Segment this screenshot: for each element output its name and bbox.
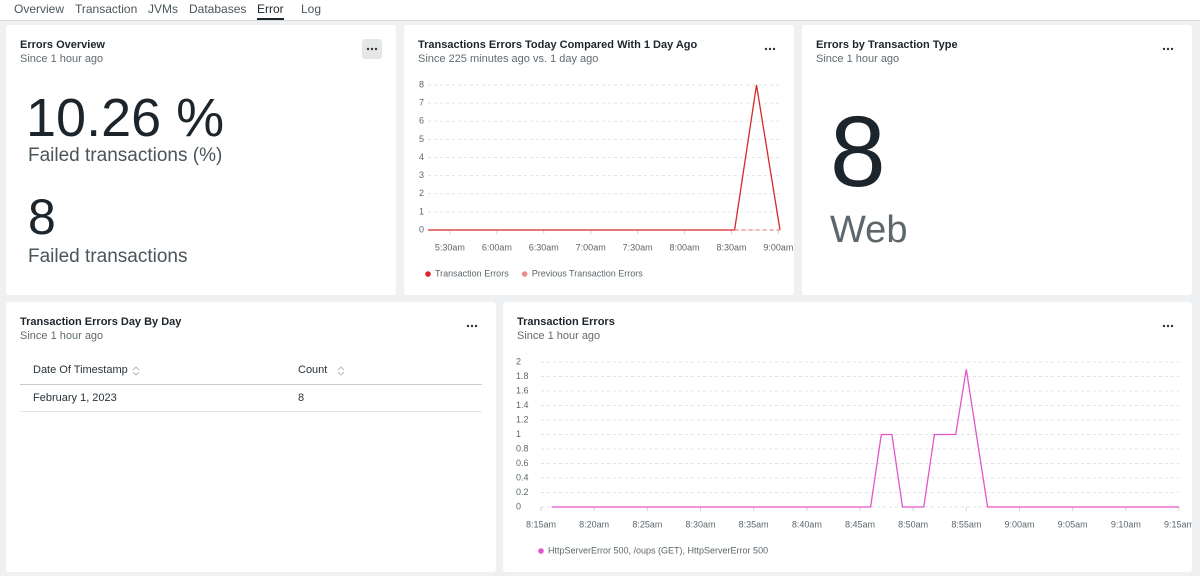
type-label: Web [830,209,908,251]
line-chart: 0 1 2 3 4 5 6 7 8 5:30am 6:00am 6:30am 7:00am 7:30am 8… [419,79,793,278]
day-table-panel: Transaction Errors Day By Day Since 1 ho… [6,302,496,572]
failed-rate: 10.26 % [26,88,225,148]
y-tick-label: 3 [419,170,424,180]
errors-overview-panel: Errors Overview Since 1 hour ago 10.26 %… [6,25,396,295]
y-tick-label: 1 [516,429,521,439]
x-tick-label: 9:05am [1058,519,1088,529]
x-tick-label: 5:30am [435,242,465,252]
type-count: 8 [830,96,886,208]
panel-title: Errors by Transaction Type [816,39,958,51]
x-tick-label: 8:15am [526,519,556,529]
transaction-errors-panel: Transaction Errors Since 1 hour ago 0 0.2… [503,302,1192,572]
menu-button[interactable] [362,39,382,59]
x-tick-label: 8:00am [670,242,700,252]
y-tick-label: 1.4 [516,400,529,410]
x-tick-label: 8:50am [898,519,928,529]
column-header[interactable]: Date Of Timestamp [33,364,128,376]
y-tick-label: 1 [419,206,424,216]
sort-icon[interactable] [337,365,345,377]
compare-panel: Transactions Errors Today Compared With … [404,25,794,295]
menu-button[interactable] [1158,316,1178,336]
failed-count-label: Failed transactions [28,246,188,267]
legend-label: Transaction Errors [435,268,509,278]
y-tick-label: 0.2 [516,487,529,497]
y-tick-label: 0.6 [516,458,529,468]
panel-subtitle: Since 1 hour ago [20,53,104,65]
x-tick-label: 9:15am [1164,519,1192,529]
y-tick-label: 0 [419,224,424,234]
legend-marker [521,271,528,277]
menu-button[interactable] [462,316,482,336]
panel-subtitle: Since 225 minutes ago vs. 1 day ago [418,53,599,65]
x-tick-label: 9:00am [763,242,793,252]
tab[interactable]: Databases [189,2,247,16]
y-tick-label: 0 [516,501,521,511]
panel-subtitle: Since 1 hour ago [816,53,900,65]
table-cell: 8 [298,392,305,404]
x-tick-label: 7:30am [623,242,653,252]
y-tick-label: 6 [419,116,424,126]
y-tick-label: 2 [516,356,521,366]
y-tick-label: 2 [419,188,424,198]
x-tick-label: 8:25am [632,519,662,529]
x-tick-label: 6:30am [529,242,559,252]
legend-label: HttpServerError 500, /oups (GET), HttpSe… [548,545,768,555]
y-tick-label: 0.4 [516,472,529,482]
tab[interactable]: Transaction [75,2,138,16]
legend-label: Previous Transaction Errors [532,268,644,278]
series-line [428,84,781,231]
y-tick-label: 4 [419,152,424,162]
line-chart: 0 0.2 0.4 0.6 0.8 1 1.2 1.4 1.6 1.8 2 8:15am 8:20am 8… [516,356,1192,555]
tab[interactable]: Overview [14,2,65,16]
failed-count: 8 [28,189,56,245]
tab[interactable]: Error [257,2,284,20]
x-tick-label: 8:20am [579,519,609,529]
table-cell: February 1, 2023 [33,392,117,404]
errors-by-type-panel: Errors by Transaction Type Since 1 hour … [802,25,1192,295]
x-tick-label: 9:00am [1004,519,1034,529]
x-tick-label: 8:45am [845,519,875,529]
menu-button[interactable] [1158,39,1178,59]
x-tick-label: 8:35am [739,519,769,529]
panel-subtitle: Since 1 hour ago [517,330,601,342]
panel-title: Transaction Errors Day By Day [20,316,182,328]
tab-bar: Overview Transaction JVMs Databases Error Log [0,0,1200,21]
sort-icon[interactable] [132,365,140,377]
y-tick-label: 1.2 [516,414,529,424]
x-tick-label: 8:30am [685,519,715,529]
y-tick-label: 8 [419,79,424,89]
tab[interactable]: Log [301,2,322,16]
menu-button[interactable] [760,39,780,59]
x-tick-label: 9:10am [1111,519,1141,529]
x-tick-label: 7:00am [576,242,606,252]
legend-marker [538,548,544,554]
y-tick-label: 0.8 [516,443,529,453]
x-tick-label: 8:30am [716,242,746,252]
table-row: February 1, 2023 8 [20,385,482,412]
y-tick-label: 7 [419,98,424,108]
legend-marker [425,271,431,277]
y-tick-label: 1.8 [516,371,529,381]
series-line [551,369,1179,508]
failed-rate-label: Failed transactions (%) [28,145,223,166]
column-header[interactable]: Count [298,364,328,376]
panel-title: Transaction Errors [517,316,615,328]
panel-subtitle: Since 1 hour ago [20,330,104,342]
panel-title: Transactions Errors Today Compared With … [418,39,698,51]
y-tick-label: 5 [419,134,424,144]
x-tick-label: 8:55am [951,519,981,529]
x-tick-label: 6:00am [482,242,512,252]
table-header: Date Of Timestamp Count [20,357,482,385]
x-tick-label: 8:40am [792,519,822,529]
y-tick-label: 1.6 [516,385,529,395]
tab[interactable]: JVMs [148,2,178,16]
panel-title: Errors Overview [20,39,105,51]
